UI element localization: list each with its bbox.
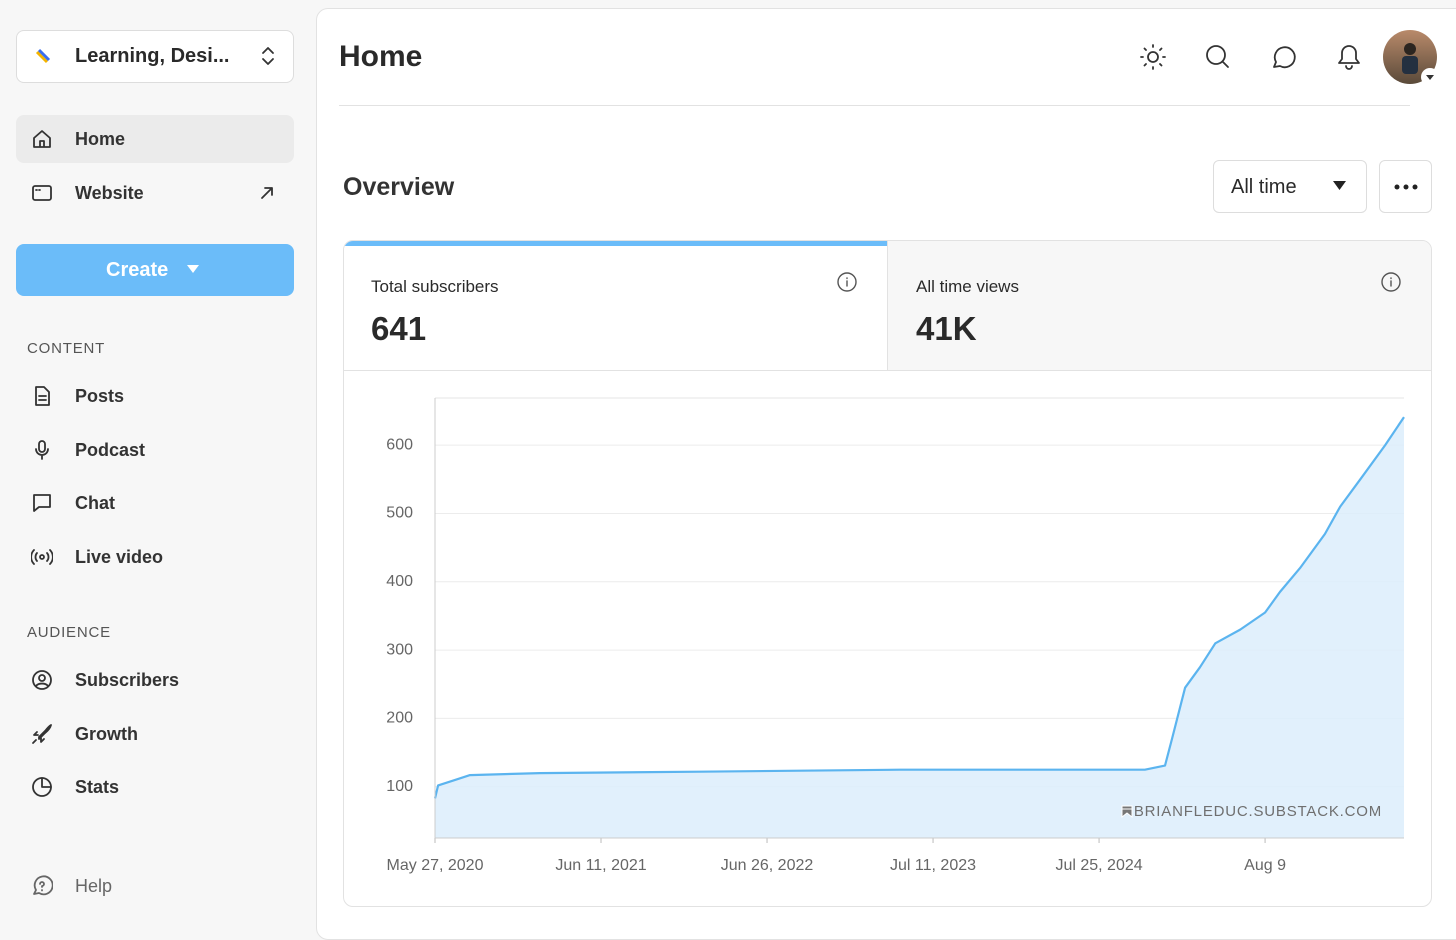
nav-podcast[interactable]: Podcast [16, 426, 294, 474]
stat-tab[interactable]: Total subscribers 641 [344, 241, 887, 371]
area [435, 417, 1404, 838]
stat-value: 641 [371, 310, 427, 347]
x-tick-label: Jul 25, 2024 [1055, 857, 1142, 874]
nav-stats[interactable]: Stats [16, 763, 294, 811]
y-tick-label: 100 [386, 778, 413, 795]
x-tick-label: May 27, 2020 [387, 857, 484, 874]
nav-website[interactable]: Website [16, 169, 294, 217]
caret [1333, 181, 1346, 190]
y-tick-label: 300 [386, 641, 413, 658]
posts-icon [35, 386, 50, 406]
page-title: Home [339, 40, 423, 73]
section-title: CONTENT [27, 340, 106, 357]
info-icon[interactable] [1380, 271, 1402, 293]
stat-label: Total subscribers [371, 277, 499, 296]
x-tick-label: Aug 9 [1244, 857, 1286, 874]
range-label: All time [1231, 176, 1297, 198]
watermark-icon [1121, 805, 1133, 819]
nav-label: Website [75, 182, 144, 203]
nav-posts[interactable]: Posts [16, 372, 294, 420]
subscribers-icon [32, 670, 52, 690]
y-tick-label: 500 [386, 505, 413, 522]
workspace-logo [35, 48, 51, 64]
header-divider [339, 105, 1410, 106]
nav-home[interactable]: Home [16, 115, 294, 163]
bell-icon[interactable] [1338, 45, 1360, 70]
home-icon [33, 130, 51, 148]
nav-live[interactable]: Live video [16, 533, 294, 581]
y-tick-label: 600 [386, 436, 413, 453]
external-icon [261, 187, 273, 199]
website-icon [32, 185, 52, 201]
range-select[interactable]: All time [1213, 160, 1367, 213]
stats-icon [32, 777, 52, 797]
section-title: AUDIENCE [27, 624, 111, 641]
chart: 100 200 300 400 500 600 May 27, 2020 Jun 11, 20… [386, 397, 1405, 874]
x-tick-label: Jun 26, 2022 [721, 857, 814, 874]
search-icon[interactable] [1206, 45, 1229, 68]
growth-icon [32, 724, 52, 744]
theme-icon[interactable] [1140, 44, 1166, 70]
more-button[interactable] [1379, 160, 1432, 213]
avatar[interactable] [1382, 29, 1440, 87]
nav-label: Home [75, 128, 126, 149]
line [433, 416, 1405, 799]
stat-label: All time views [916, 277, 1019, 296]
stat-tab[interactable]: All time views 41K [887, 241, 1431, 371]
info-icon[interactable] [836, 271, 858, 293]
nav-label: Subscribers [75, 669, 180, 690]
workspace-name: Learning, Desi... [75, 45, 230, 67]
nav-label: Chat [75, 492, 115, 513]
nav-subscribers[interactable]: Subscribers [16, 656, 294, 704]
more-icon [1394, 184, 1418, 190]
stat-value: 41K [916, 310, 977, 347]
chat-icon [33, 494, 51, 512]
help-icon [33, 875, 53, 896]
x-tick-label: Jul 11, 2023 [890, 857, 976, 874]
workspace-switcher[interactable]: Learning, Desi... [16, 30, 294, 83]
section-heading: Overview [343, 173, 455, 201]
nav-label: Live video [75, 546, 164, 567]
nav-chat[interactable]: Chat [16, 479, 294, 527]
chart-card: Total subscribers 641 All time views 41K [343, 240, 1432, 907]
x-tick-label: Jun 11, 2021 [555, 857, 646, 874]
nav-label: Posts [75, 385, 125, 406]
toolbar-icons [1140, 44, 1360, 70]
nav-label: Podcast [75, 439, 146, 460]
live-icon [31, 549, 53, 565]
nav-label: Help [75, 875, 113, 896]
watermark: BRIANFLEDUC.SUBSTACK.COM [1134, 803, 1382, 820]
caret [187, 265, 199, 273]
create-button[interactable]: Create [16, 244, 294, 296]
nav-label: Growth [75, 723, 138, 744]
nav-growth[interactable]: Growth [16, 710, 294, 758]
nav-help[interactable]: Help [16, 862, 294, 910]
y-tick-label: 200 [386, 710, 413, 727]
messages-icon[interactable] [1273, 46, 1296, 69]
podcast-icon [35, 440, 49, 460]
nav-label: Stats [75, 776, 120, 797]
create-label: Create [106, 259, 169, 281]
chevrons-icon [262, 47, 274, 65]
y-tick-label: 400 [386, 573, 413, 590]
